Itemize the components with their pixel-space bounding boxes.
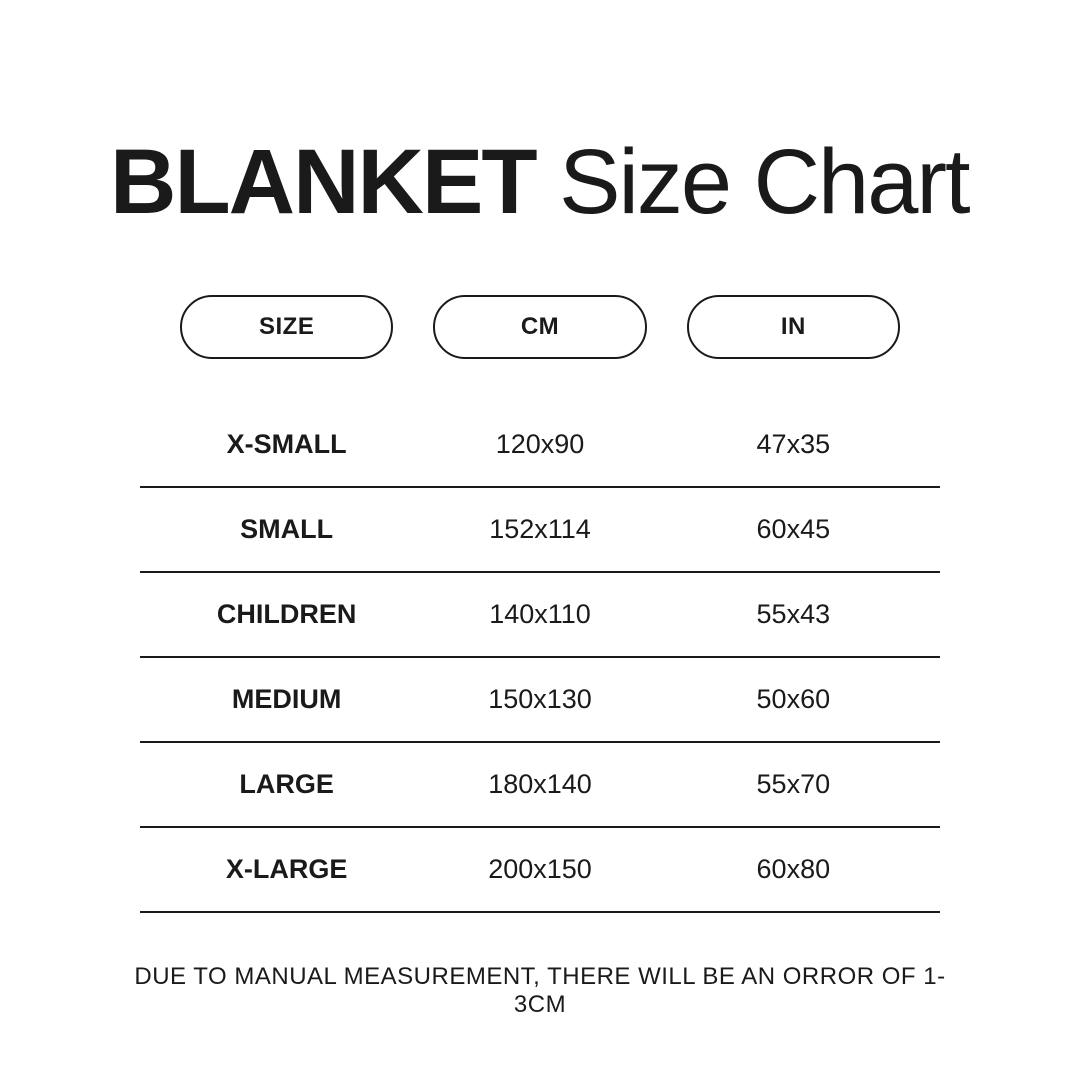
cell-cm: 200x150 (433, 854, 646, 885)
table-row: MEDIUM 150x130 50x60 (140, 658, 940, 743)
cell-size: MEDIUM (180, 684, 393, 715)
cell-cm: 152x114 (433, 514, 646, 545)
table-body: X-SMALL 120x90 47x35 SMALL 152x114 60x45… (110, 403, 970, 913)
table-row: X-LARGE 200x150 60x80 (140, 828, 940, 913)
cell-size: X-SMALL (180, 429, 393, 460)
cell-in: 50x60 (687, 684, 900, 715)
footnote-text: DUE TO MANUAL MEASUREMENT, THERE WILL BE… (110, 963, 970, 1019)
table-headers: SIZE CM IN (110, 295, 970, 359)
cell-size: X-LARGE (180, 854, 393, 885)
table-row: LARGE 180x140 55x70 (140, 743, 940, 828)
cell-size: LARGE (180, 769, 393, 800)
header-cm: CM (433, 295, 646, 359)
cell-size: CHILDREN (180, 599, 393, 630)
cell-cm: 140x110 (433, 599, 646, 630)
cell-in: 47x35 (687, 429, 900, 460)
cell-cm: 150x130 (433, 684, 646, 715)
header-size: SIZE (180, 295, 393, 359)
table-row: CHILDREN 140x110 55x43 (140, 573, 940, 658)
header-in: IN (687, 295, 900, 359)
cell-in: 55x70 (687, 769, 900, 800)
cell-cm: 120x90 (433, 429, 646, 460)
chart-title: BLANKET Size Chart (110, 130, 970, 235)
title-bold: BLANKET (110, 131, 536, 233)
cell-in: 60x80 (687, 854, 900, 885)
cell-cm: 180x140 (433, 769, 646, 800)
cell-size: SMALL (180, 514, 393, 545)
table-row: SMALL 152x114 60x45 (140, 488, 940, 573)
cell-in: 60x45 (687, 514, 900, 545)
cell-in: 55x43 (687, 599, 900, 630)
title-light: Size Chart (536, 131, 969, 233)
table-row: X-SMALL 120x90 47x35 (140, 403, 940, 488)
